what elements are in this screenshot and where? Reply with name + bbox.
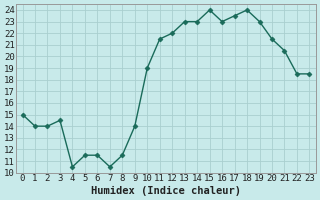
X-axis label: Humidex (Indice chaleur): Humidex (Indice chaleur) [91,186,241,196]
